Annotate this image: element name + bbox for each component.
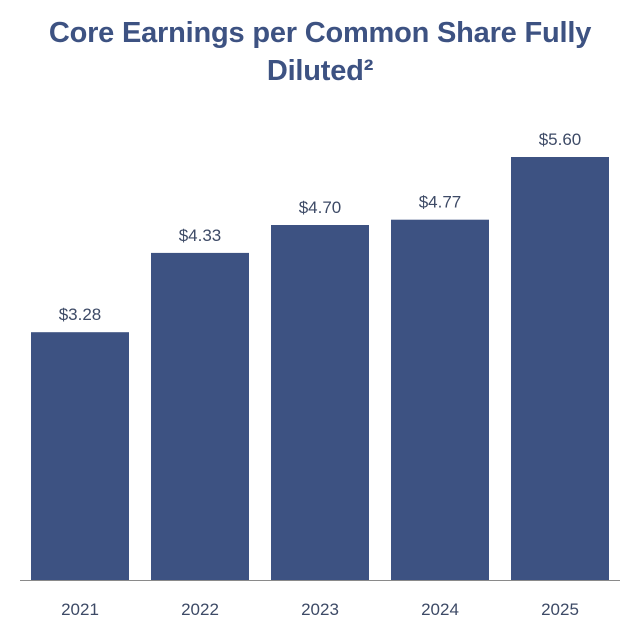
chart-title-line-2: Diluted² <box>266 55 374 87</box>
value-label-2021: $3.28 <box>59 305 102 324</box>
bar-2022 <box>151 252 249 580</box>
bars-group <box>31 157 609 580</box>
value-label-2023: $4.70 <box>299 198 342 217</box>
bar-2023 <box>271 225 369 580</box>
x-tick-label-2023: 2023 <box>301 600 339 619</box>
value-label-2022: $4.33 <box>179 226 222 245</box>
bar-2021 <box>31 332 129 580</box>
x-tick-label-2025: 2025 <box>541 600 579 619</box>
x-tick-labels-group: 2021 2022 2023 2024 2025 <box>61 600 579 619</box>
chart-title-line-1: Core Earnings per Common Share Fully <box>48 17 592 49</box>
x-tick-label-2024: 2024 <box>421 600 459 619</box>
bar-2024 <box>391 219 489 580</box>
x-tick-label-2021: 2021 <box>61 600 99 619</box>
chart-title: Core Earnings per Common Share Fully Dil… <box>0 14 640 90</box>
bar-2025 <box>511 157 609 580</box>
value-label-2024: $4.77 <box>419 193 462 212</box>
value-labels-group: $3.28 $4.33 $4.70 $4.77 $5.60 <box>59 130 582 324</box>
value-label-2025: $5.60 <box>539 130 582 149</box>
x-tick-label-2022: 2022 <box>181 600 219 619</box>
